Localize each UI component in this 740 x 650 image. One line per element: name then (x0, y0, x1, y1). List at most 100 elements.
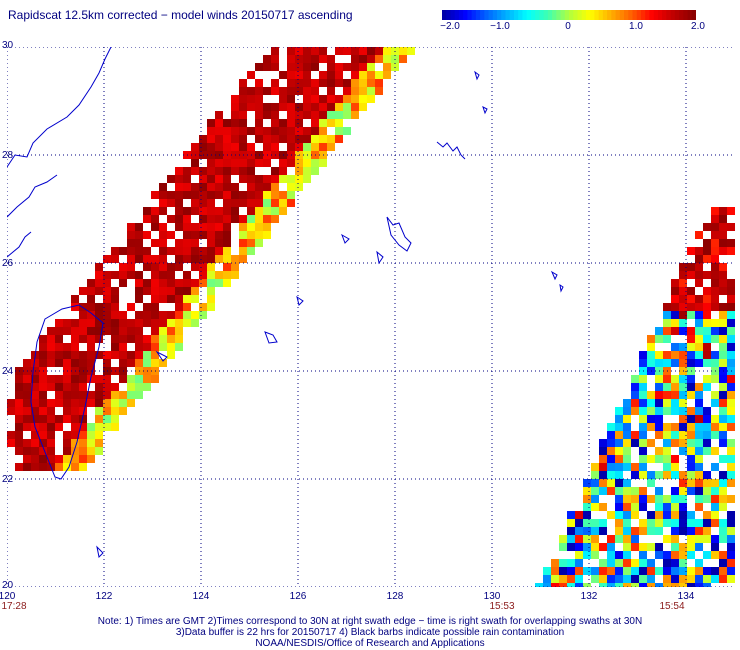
wind-cell (335, 95, 343, 103)
wind-cell (23, 407, 31, 415)
wind-cell (263, 143, 271, 151)
wind-cell (151, 295, 159, 303)
wind-cell (223, 183, 231, 191)
wind-cell (679, 327, 687, 335)
wind-cell (231, 167, 239, 175)
wind-cell (639, 407, 647, 415)
wind-cell (119, 271, 127, 279)
wind-cell (671, 559, 679, 567)
wind-cell (695, 519, 703, 527)
colorbar-segment (454, 10, 460, 20)
wind-cell (663, 407, 671, 415)
wind-cell (135, 327, 143, 335)
wind-cell (663, 319, 671, 327)
wind-cell (631, 583, 639, 587)
wind-cell (695, 399, 703, 407)
wind-cell (207, 215, 215, 223)
wind-cell (343, 127, 351, 135)
colorbar-segment (526, 10, 532, 20)
wind-cell (551, 559, 559, 567)
wind-cell (599, 447, 607, 455)
wind-cell (311, 79, 319, 87)
wind-cell (615, 551, 623, 559)
wind-cell (127, 319, 135, 327)
wind-cell (303, 47, 311, 55)
wind-cell (639, 503, 647, 511)
wind-cell (623, 527, 631, 535)
wind-cell (727, 439, 735, 447)
colorbar-segment (679, 10, 684, 20)
wind-cell (135, 295, 143, 303)
wind-cell (591, 527, 599, 535)
wind-cell (239, 119, 247, 127)
wind-cell (135, 375, 143, 383)
wind-cell (167, 335, 175, 343)
colorbar-segment (619, 10, 625, 20)
wind-cell (215, 167, 223, 175)
wind-cell (351, 71, 359, 79)
wind-cell (87, 399, 95, 407)
wind-cell (695, 583, 703, 587)
wind-cell (55, 423, 63, 431)
wind-cell (679, 543, 687, 551)
wind-cell (655, 487, 663, 495)
wind-cell (671, 311, 679, 319)
wind-cell (671, 519, 679, 527)
wind-cell (247, 95, 255, 103)
wind-cell (703, 535, 711, 543)
wind-cell (271, 55, 279, 63)
wind-cell (255, 79, 263, 87)
wind-cell (287, 191, 295, 199)
wind-cell (367, 71, 375, 79)
wind-cell (687, 271, 695, 279)
wind-cell (631, 559, 639, 567)
wind-cell (191, 239, 199, 247)
wind-cell (327, 55, 335, 63)
wind-cell (663, 535, 671, 543)
wind-cell (719, 503, 727, 511)
wind-cell (703, 271, 711, 279)
wind-cell (375, 71, 383, 79)
wind-cell (255, 183, 263, 191)
colorbar-segment (594, 10, 600, 20)
wind-cell (39, 399, 47, 407)
wind-cell (79, 383, 87, 391)
wind-cell (711, 447, 719, 455)
wind-cell (111, 247, 119, 255)
colorbar-tick: −2.0 (440, 21, 460, 32)
wind-cell (631, 543, 639, 551)
wind-cell (711, 535, 719, 543)
wind-cell (327, 87, 335, 95)
wind-cell (679, 447, 687, 455)
wind-cell (159, 287, 167, 295)
wind-cell (239, 247, 247, 255)
wind-cell (311, 119, 319, 127)
wind-cell (55, 319, 63, 327)
wind-cell (215, 111, 223, 119)
wind-cell (367, 63, 375, 71)
wind-cell (127, 391, 135, 399)
wind-cell (663, 399, 671, 407)
wind-cell (319, 159, 327, 167)
wind-cell (119, 319, 127, 327)
wind-cell (687, 471, 695, 479)
wind-cell (159, 335, 167, 343)
wind-cell (167, 175, 175, 183)
wind-cell (711, 287, 719, 295)
wind-cell (375, 55, 383, 63)
wind-cell (127, 263, 135, 271)
wind-cell (615, 527, 623, 535)
wind-cell (719, 223, 727, 231)
wind-cell (175, 247, 183, 255)
wind-cell (695, 535, 703, 543)
wind-cell (711, 247, 719, 255)
wind-cell (543, 575, 551, 583)
wind-cell (695, 439, 703, 447)
wind-cell (711, 231, 719, 239)
wind-cell (15, 375, 23, 383)
wind-cell (247, 175, 255, 183)
wind-cell (327, 111, 335, 119)
wind-cell (591, 535, 599, 543)
wind-cell (711, 239, 719, 247)
colorbar-segment (657, 10, 663, 20)
